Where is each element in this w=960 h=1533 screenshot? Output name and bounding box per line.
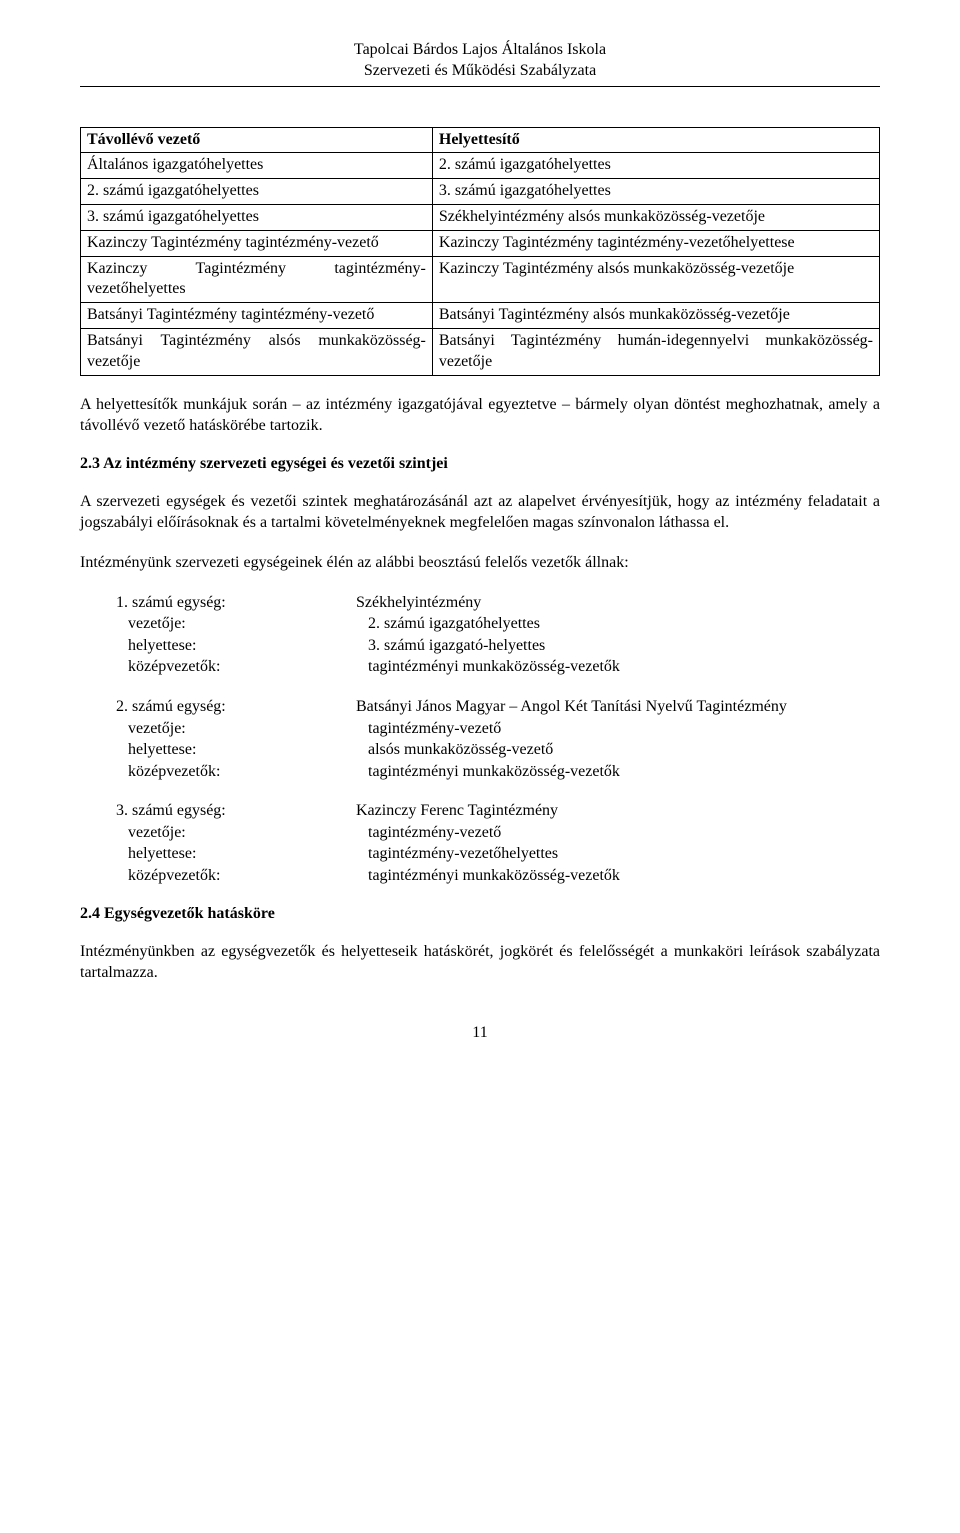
page-container: Tapolcai Bárdos Lajos Általános Iskola S… [0, 0, 960, 1102]
table-cell-left: 3. számú igazgatóhelyettes [81, 204, 433, 230]
table-row: Kazinczy Tagintézmény tagintézmény-vezet… [81, 230, 880, 256]
table-header-left: Távollévő vezető [81, 127, 433, 153]
paragraph-leaders-intro: Intézményünk szervezeti egységeinek élén… [80, 552, 880, 574]
unit-1-middle-value: tagintézményi munkaközösség-vezetők [368, 656, 880, 678]
table-cell-left: Batsányi Tagintézmény tagintézmény-vezet… [81, 303, 433, 329]
unit-1-deputy-label: helyettese: [80, 635, 368, 657]
unit-block-1: 1. számú egység: Székhelyintézmény vezet… [80, 592, 880, 678]
unit-block-2: 2. számú egység: Batsányi János Magyar –… [80, 696, 880, 782]
unit-1-name: Székhelyintézmény [356, 592, 880, 614]
unit-2-deputy-label: helyettese: [80, 739, 368, 761]
unit-1-leader-label: vezetője: [80, 613, 368, 635]
header-line-1: Tapolcai Bárdos Lajos Általános Iskola [354, 41, 606, 58]
table-cell-right: Batsányi Tagintézmény humán-idegennyelvi… [432, 328, 879, 375]
substitution-table: Távollévő vezető Helyettesítő Általános … [80, 127, 880, 376]
table-cell-right: Székhelyintézmény alsós munkaközösség-ve… [432, 204, 879, 230]
unit-1-middle-label: középvezetők: [80, 656, 368, 678]
table-header-right: Helyettesítő [432, 127, 879, 153]
unit-2-middle-label: középvezetők: [80, 761, 368, 783]
unit-3-leader-value: tagintézmény-vezető [368, 822, 880, 844]
table-cell-right: Kazinczy Tagintézmény tagintézmény-vezet… [432, 230, 879, 256]
table-cell-left: Kazinczy Tagintézmény tagintézmény-vezet… [81, 256, 433, 303]
table-row: 2. számú igazgatóhelyettes 3. számú igaz… [81, 179, 880, 205]
unit-2-number: 2. számú egység: [80, 696, 356, 718]
table-cell-left: 2. számú igazgatóhelyettes [81, 179, 433, 205]
page-number: 11 [80, 1024, 880, 1042]
section-2-3-title: 2.3 Az intézmény szervezeti egységei és … [80, 455, 880, 473]
paragraph-unit-leaders-scope: Intézményünkben az egységvezetők és hely… [80, 941, 880, 984]
unit-2-name: Batsányi János Magyar – Angol Két Tanítá… [356, 696, 880, 718]
paragraph-units-intro: A szervezeti egységek és vezetői szintek… [80, 491, 880, 534]
header-line-2: Szervezeti és Működési Szabályzata [364, 62, 596, 79]
table-row: Batsányi Tagintézmény alsós munkaközössé… [81, 328, 880, 375]
table-cell-right: Kazinczy Tagintézmény alsós munkaközössé… [432, 256, 879, 303]
unit-3-middle-label: középvezetők: [80, 865, 368, 887]
unit-3-leader-label: vezetője: [80, 822, 368, 844]
unit-2-deputy-value: alsós munkaközösség-vezető [368, 739, 880, 761]
unit-3-deputy-label: helyettese: [80, 843, 368, 865]
unit-3-name: Kazinczy Ferenc Tagintézmény [356, 800, 880, 822]
section-2-4-title: 2.4 Egységvezetők hatásköre [80, 905, 880, 923]
unit-1-number: 1. számú egység: [80, 592, 356, 614]
table-cell-right: 3. számú igazgatóhelyettes [432, 179, 879, 205]
table-row: Kazinczy Tagintézmény tagintézmény-vezet… [81, 256, 880, 303]
unit-1-deputy-value: 3. számú igazgató-helyettes [368, 635, 880, 657]
page-header: Tapolcai Bárdos Lajos Általános Iskola S… [80, 40, 880, 87]
table-cell-left: Általános igazgatóhelyettes [81, 153, 433, 179]
table-row: 3. számú igazgatóhelyettes Székhelyintéz… [81, 204, 880, 230]
table-cell-right: 2. számú igazgatóhelyettes [432, 153, 879, 179]
unit-3-middle-value: tagintézményi munkaközösség-vezetők [368, 865, 880, 887]
unit-3-number: 3. számú egység: [80, 800, 356, 822]
paragraph-substitute-note: A helyettesítők munkájuk során – az inté… [80, 394, 880, 437]
unit-1-leader-value: 2. számú igazgatóhelyettes [368, 613, 880, 635]
unit-3-deputy-value: tagintézmény-vezetőhelyettes [368, 843, 880, 865]
table-header-row: Távollévő vezető Helyettesítő [81, 127, 880, 153]
table-cell-left: Batsányi Tagintézmény alsós munkaközössé… [81, 328, 433, 375]
unit-2-middle-value: tagintézményi munkaközösség-vezetők [368, 761, 880, 783]
unit-2-leader-label: vezetője: [80, 718, 368, 740]
table-row: Általános igazgatóhelyettes 2. számú iga… [81, 153, 880, 179]
unit-block-3: 3. számú egység: Kazinczy Ferenc Taginté… [80, 800, 880, 886]
unit-2-leader-value: tagintézmény-vezető [368, 718, 880, 740]
table-cell-left: Kazinczy Tagintézmény tagintézmény-vezet… [81, 230, 433, 256]
table-row: Batsányi Tagintézmény tagintézmény-vezet… [81, 303, 880, 329]
table-cell-right: Batsányi Tagintézmény alsós munkaközössé… [432, 303, 879, 329]
